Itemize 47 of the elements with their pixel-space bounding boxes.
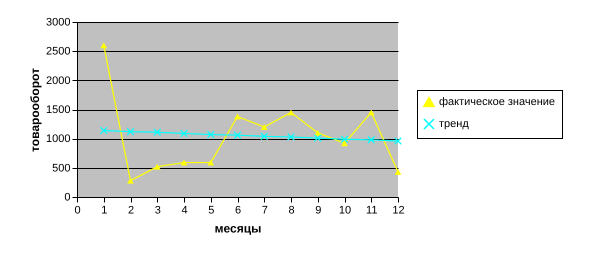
x-tick-label: 1 (101, 204, 108, 216)
point (207, 160, 214, 166)
y-tick-label: 2000 (46, 74, 70, 87)
x-tick-label: 4 (181, 204, 188, 216)
point (153, 128, 162, 136)
point (234, 131, 242, 140)
point (100, 42, 108, 48)
x-tick-label: 2 (128, 204, 134, 216)
x-tick-label: 0 (74, 204, 81, 216)
y-tick-label: 500 (52, 162, 70, 174)
x-tick-label: 11 (366, 204, 378, 216)
y-tick-label: 2500 (46, 46, 70, 58)
y-axis-title: товарооборот (28, 68, 42, 152)
point (180, 160, 188, 166)
legend-label: фактическое значение (439, 96, 556, 108)
x-tick-label: 5 (208, 204, 214, 216)
point (341, 140, 348, 146)
point (340, 135, 348, 144)
point (287, 132, 295, 141)
point (206, 130, 215, 139)
point (260, 124, 268, 130)
x-tick-label: 10 (338, 204, 352, 216)
point (180, 129, 188, 138)
y-tick-label: 1000 (46, 133, 70, 146)
point (314, 134, 322, 142)
x-tick-label: 7 (262, 204, 268, 216)
point (234, 114, 241, 120)
x-tick-label: 9 (315, 204, 322, 216)
point (288, 110, 294, 116)
x-axis-title: месяцы (214, 222, 262, 236)
point (126, 128, 134, 136)
point (394, 169, 402, 175)
x-tick-label: 6 (234, 204, 242, 216)
x-tick-label: 8 (288, 204, 295, 216)
point (394, 137, 402, 145)
legend-label: тренд (439, 118, 470, 130)
point (127, 178, 134, 184)
point (260, 132, 268, 140)
x-tick-label: 12 (392, 204, 405, 216)
x-tick-label: 3 (154, 204, 161, 216)
y-tick-label: 3000 (46, 16, 70, 28)
point (367, 136, 376, 144)
point (154, 164, 161, 170)
point (100, 126, 108, 134)
y-tick-label: 1500 (46, 104, 70, 116)
y-tick-label: 0 (64, 192, 70, 204)
point (368, 110, 375, 116)
